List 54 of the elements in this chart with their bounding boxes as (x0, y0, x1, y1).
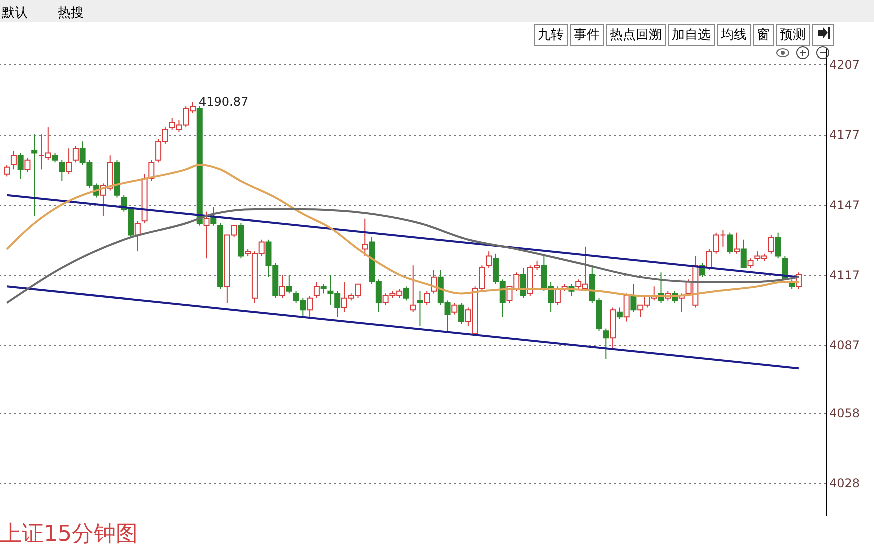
candlestick (307, 296, 314, 320)
candlestick (10, 150, 17, 170)
y-tick-label: 4147 (830, 198, 860, 212)
text: 热点回溯 (606, 24, 666, 46)
candlestick (616, 307, 623, 320)
y-tick-label: 4087 (830, 338, 860, 353)
candlestick (768, 234, 774, 254)
annotation: 4190.87 (198, 95, 249, 110)
candlestick (410, 265, 416, 313)
text: 上证15分钟图 (0, 522, 138, 547)
text: 九转 (534, 24, 568, 46)
candlestick (403, 286, 410, 302)
candlestick (486, 251, 492, 268)
candlestick (458, 302, 465, 325)
candlestick (520, 267, 527, 299)
y-tick-label: 4058 (830, 406, 860, 421)
y-tick-label: 4207 (830, 58, 860, 72)
candlestick (286, 274, 292, 294)
candlestick (18, 152, 24, 180)
text: 预测 (776, 24, 810, 46)
candlestick (59, 160, 66, 182)
candlestick (134, 220, 141, 252)
candlestick (204, 211, 210, 260)
candlestick (66, 148, 72, 175)
candlestick (32, 134, 38, 217)
candlestick (24, 157, 31, 173)
candlestick (624, 293, 630, 322)
y-tick-label: 4177 (830, 128, 860, 142)
candlestick (554, 286, 561, 306)
y-tick-label: 4117 (830, 268, 860, 282)
candlestick (280, 274, 286, 299)
candlestick (362, 218, 368, 257)
candlestick (452, 302, 458, 316)
candlestick (748, 258, 754, 268)
text: 均线 (717, 24, 751, 46)
candlestick (72, 146, 79, 164)
candlestick (734, 232, 740, 254)
text: 窗 (753, 24, 774, 46)
candlestick (740, 239, 747, 268)
candlestick (630, 284, 637, 313)
candlestick (603, 328, 610, 360)
candlestick (727, 232, 734, 254)
text: 事件 (570, 24, 604, 46)
candlestick (424, 290, 430, 306)
candlestick (775, 232, 782, 260)
candlestick (4, 164, 10, 178)
candlestick (417, 290, 424, 327)
text: 默认 (2, 5, 28, 22)
candlestick (320, 284, 327, 294)
y-tick-label: 4028 (830, 476, 860, 491)
candlestick (52, 152, 58, 164)
candlestick (314, 282, 320, 299)
text: 热搜 (58, 5, 84, 22)
text: 加自选 (668, 24, 715, 46)
